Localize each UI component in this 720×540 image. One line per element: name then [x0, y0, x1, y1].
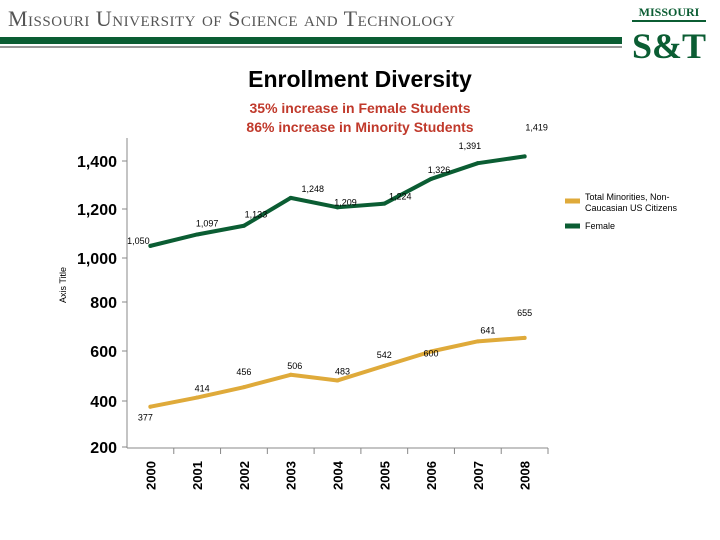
data-label: 1,391	[459, 141, 482, 151]
data-point	[288, 372, 293, 377]
data-label: 600	[424, 349, 439, 359]
subtitle-line-2: 86% increase in Minority Students	[246, 119, 474, 135]
data-point	[148, 404, 153, 409]
data-point	[429, 349, 434, 354]
data-label: 483	[335, 366, 350, 376]
y-tick-label: 1,000	[77, 251, 117, 268]
y-tick-label: 200	[90, 440, 117, 457]
x-tick-label: 2008	[518, 461, 533, 490]
y-tick-label: 1,400	[77, 154, 117, 171]
x-tick-label: 2007	[471, 461, 486, 490]
data-point	[335, 205, 340, 210]
data-label: 1,209	[334, 197, 357, 207]
data-label: 1,224	[389, 192, 412, 202]
x-tick-label: 2002	[237, 461, 252, 490]
y-tick-label: 400	[90, 394, 117, 411]
legend-label-minority: Total Minorities, Non-	[585, 192, 670, 202]
y-tick-label: 800	[90, 295, 117, 312]
data-point	[475, 161, 480, 166]
legend-label-minority-line2: Caucasian US Citizens	[585, 203, 678, 213]
x-tick-label: 2006	[424, 461, 439, 490]
subtitle-line-1: 35% increase in Female Students	[249, 100, 471, 116]
data-label: 377	[138, 413, 153, 423]
data-label: 1,050	[127, 236, 150, 246]
x-tick-label: 2000	[143, 461, 158, 490]
logo-main-text: S&T	[632, 26, 706, 66]
x-tick-label: 2003	[284, 461, 299, 490]
data-label: 655	[517, 308, 532, 318]
header-rule	[0, 37, 622, 44]
data-point	[429, 176, 434, 181]
data-label: 1,419	[525, 122, 548, 132]
y-axis-title: Axis Title	[58, 267, 68, 303]
data-label: 414	[195, 384, 210, 394]
data-label: 542	[377, 350, 392, 360]
legend-label-female: Female	[585, 221, 615, 231]
slide-title: Enrollment Diversity	[248, 66, 472, 92]
y-tick-label: 600	[90, 344, 117, 361]
data-point	[475, 339, 480, 344]
data-label: 641	[480, 325, 495, 335]
university-logo: MISSOURI S&T	[632, 5, 706, 66]
data-point	[241, 385, 246, 390]
data-label: 1,248	[301, 184, 324, 194]
data-label: 1,097	[196, 218, 219, 228]
data-point	[382, 363, 387, 368]
y-tick-label: 1,200	[77, 202, 117, 219]
data-point	[288, 195, 293, 200]
data-label: 1,133	[245, 210, 268, 220]
data-point	[335, 378, 340, 383]
data-point	[148, 243, 153, 248]
data-point	[195, 232, 200, 237]
x-tick-label: 2001	[190, 461, 205, 490]
data-point	[522, 154, 527, 159]
x-tick-label: 2004	[331, 460, 346, 490]
logo-top-text: MISSOURI	[639, 5, 700, 19]
data-label: 456	[236, 367, 251, 377]
data-point	[382, 201, 387, 206]
data-label: 506	[287, 361, 302, 371]
data-point	[522, 335, 527, 340]
data-point	[195, 395, 200, 400]
header-rule-thin	[0, 46, 622, 48]
x-tick-label: 2005	[377, 461, 392, 490]
data-point	[241, 223, 246, 228]
data-label: 1,326	[428, 165, 451, 175]
university-name: Missouri University of Science and Techn…	[8, 6, 456, 31]
